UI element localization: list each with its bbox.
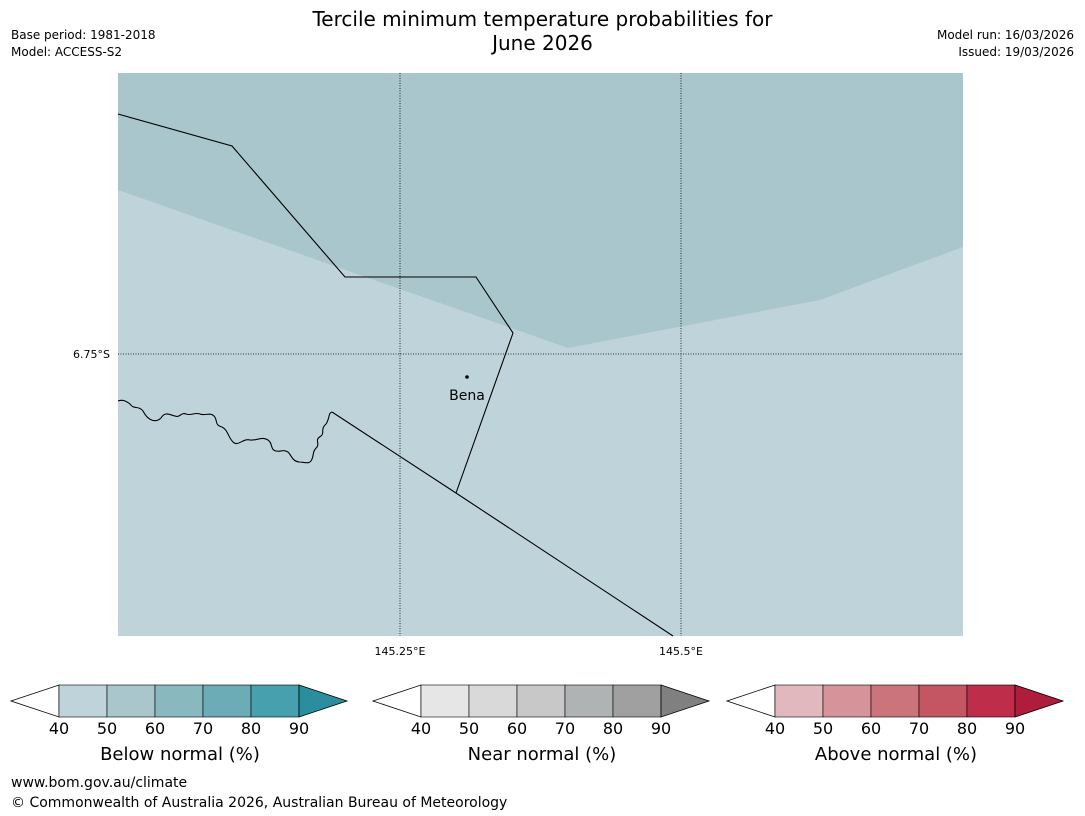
colorbar-tick: 80 [602,719,624,738]
meta-left: Base period: 1981-2018 Model: ACCESS-S2 [11,27,156,61]
place-marker-icon [465,375,469,379]
colorbar-extend-low [372,684,422,718]
meta-right: Model run: 16/03/2026 Issued: 19/03/2026 [937,27,1074,61]
colorbar-tick: 80 [240,719,262,738]
colorbar-extend-high [660,684,711,718]
colorbar-tick: 70 [554,719,576,738]
colorbar-label: Above normal (%) [814,744,978,765]
colorbar-tick: 70 [908,719,930,738]
colorbar-graphic [726,684,1065,718]
map-figure: Bena 6.75°S 145.25°E 145.5°E [73,73,963,658]
colorbar-graphic [372,684,711,718]
model-run: Model run: 16/03/2026 [936,28,1074,42]
colorbar-segment [870,684,920,718]
colorbar-tick: 40 [48,719,70,738]
colorbar-segment [822,684,872,718]
colorbar-segment [106,684,156,718]
colorbar-segment [420,684,470,718]
colorbar-segment [774,684,824,718]
colorbar-segment [58,684,108,718]
colorbar-segment [612,684,662,718]
colorbar-tick: 90 [650,719,672,738]
model-name: Model: ACCESS-S2 [11,45,123,59]
colorbar-tick: 90 [1004,719,1026,738]
lon-label: 145.5°E [659,645,703,658]
colorbar-tick: 40 [764,719,786,738]
colorbar-graphic [10,684,349,718]
province-boundary-line [117,113,514,494]
colorbar-tick: 60 [144,719,166,738]
colorbar-segment [918,684,968,718]
lat-label: 6.75°S [73,348,110,361]
map-region-below-50 [118,73,963,348]
colorbar-tick: 60 [860,719,882,738]
colorbar-segment [250,684,300,718]
colorbar-tick: 80 [956,719,978,738]
title-line-2: June 2026 [492,31,593,55]
colorbar-tick: 50 [458,719,480,738]
chart-title: Tercile minimum temperature probabilitie… [0,7,1085,55]
title-line-1: Tercile minimum temperature probabilitie… [312,7,773,31]
colorbar-segment [468,684,518,718]
colorbar-tick: 90 [288,719,310,738]
issued-date: Issued: 19/03/2026 [958,45,1074,59]
base-period: Base period: 1981-2018 [11,28,156,42]
lon-label: 145.25°E [375,645,426,658]
colorbar-label: Near normal (%) [467,744,617,765]
colorbar-extend-low [726,684,776,718]
colorbar-segment [516,684,566,718]
colorbar-segment [564,684,614,718]
colorbar-segment [202,684,252,718]
place-label: Bena [449,388,485,404]
colorbar-extend-low [10,684,60,718]
colorbar-extend-high [1014,684,1065,718]
footer-url: www.bom.gov.au/climate [11,775,188,791]
colorbar-tick: 60 [506,719,528,738]
colorbar-segment [154,684,204,718]
colorbar-tick: 70 [192,719,214,738]
colorbar-tick: 50 [812,719,834,738]
colorbar-tick: 40 [410,719,432,738]
footer-copyright: © Commonwealth of Australia 2026, Austra… [11,795,508,811]
river-line [117,399,333,464]
colorbar-segment [966,684,1016,718]
colorbar-tick: 50 [96,719,118,738]
province-boundary-line-2 [331,411,674,637]
colorbar-label: Below normal (%) [100,744,260,765]
colorbar-extend-high [298,684,349,718]
